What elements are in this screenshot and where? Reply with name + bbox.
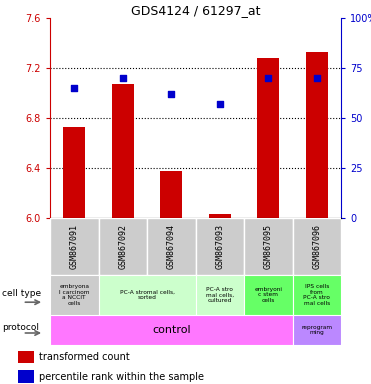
Bar: [98, 218, 147, 275]
Bar: [50, 275, 98, 315]
Bar: [306, 52, 328, 218]
Title: GDS4124 / 61297_at: GDS4124 / 61297_at: [131, 4, 260, 17]
Bar: [160, 170, 182, 218]
Bar: [98, 275, 196, 315]
Bar: [18, 351, 34, 363]
Bar: [50, 218, 98, 275]
Bar: [292, 315, 341, 345]
Text: embryona
l carcinom
a NCCIT
cells: embryona l carcinom a NCCIT cells: [59, 284, 89, 306]
Point: [217, 101, 223, 107]
Bar: [244, 218, 292, 275]
Text: reprogram
ming: reprogram ming: [301, 324, 332, 335]
Bar: [147, 218, 196, 275]
Text: cell type: cell type: [2, 288, 41, 298]
Point: [71, 85, 77, 91]
Bar: [112, 84, 134, 218]
Bar: [244, 275, 292, 315]
Text: PC-A stromal cells,
sorted: PC-A stromal cells, sorted: [119, 290, 174, 300]
Bar: [63, 127, 85, 218]
Text: GSM867096: GSM867096: [312, 224, 321, 269]
Bar: [209, 214, 231, 218]
Bar: [257, 58, 279, 218]
Text: GSM867094: GSM867094: [167, 224, 176, 269]
Bar: [292, 275, 341, 315]
Text: GSM867092: GSM867092: [118, 224, 127, 269]
Text: GSM867093: GSM867093: [215, 224, 224, 269]
Text: protocol: protocol: [2, 323, 39, 331]
Point: [168, 91, 174, 97]
Bar: [50, 315, 292, 345]
Text: IPS cells
from
PC-A stro
mal cells: IPS cells from PC-A stro mal cells: [303, 284, 330, 306]
Bar: [196, 275, 244, 315]
Point: [120, 75, 126, 81]
Bar: [18, 370, 34, 383]
Point: [314, 75, 320, 81]
Point: [265, 75, 271, 81]
Text: control: control: [152, 325, 191, 335]
Text: percentile rank within the sample: percentile rank within the sample: [39, 372, 204, 382]
Text: PC-A stro
mal cells,
cultured: PC-A stro mal cells, cultured: [206, 287, 234, 303]
Text: GSM867091: GSM867091: [70, 224, 79, 269]
Bar: [196, 218, 244, 275]
Text: transformed count: transformed count: [39, 352, 130, 362]
Bar: [292, 218, 341, 275]
Text: GSM867095: GSM867095: [264, 224, 273, 269]
Text: embryoni
c stem
cells: embryoni c stem cells: [254, 287, 282, 303]
